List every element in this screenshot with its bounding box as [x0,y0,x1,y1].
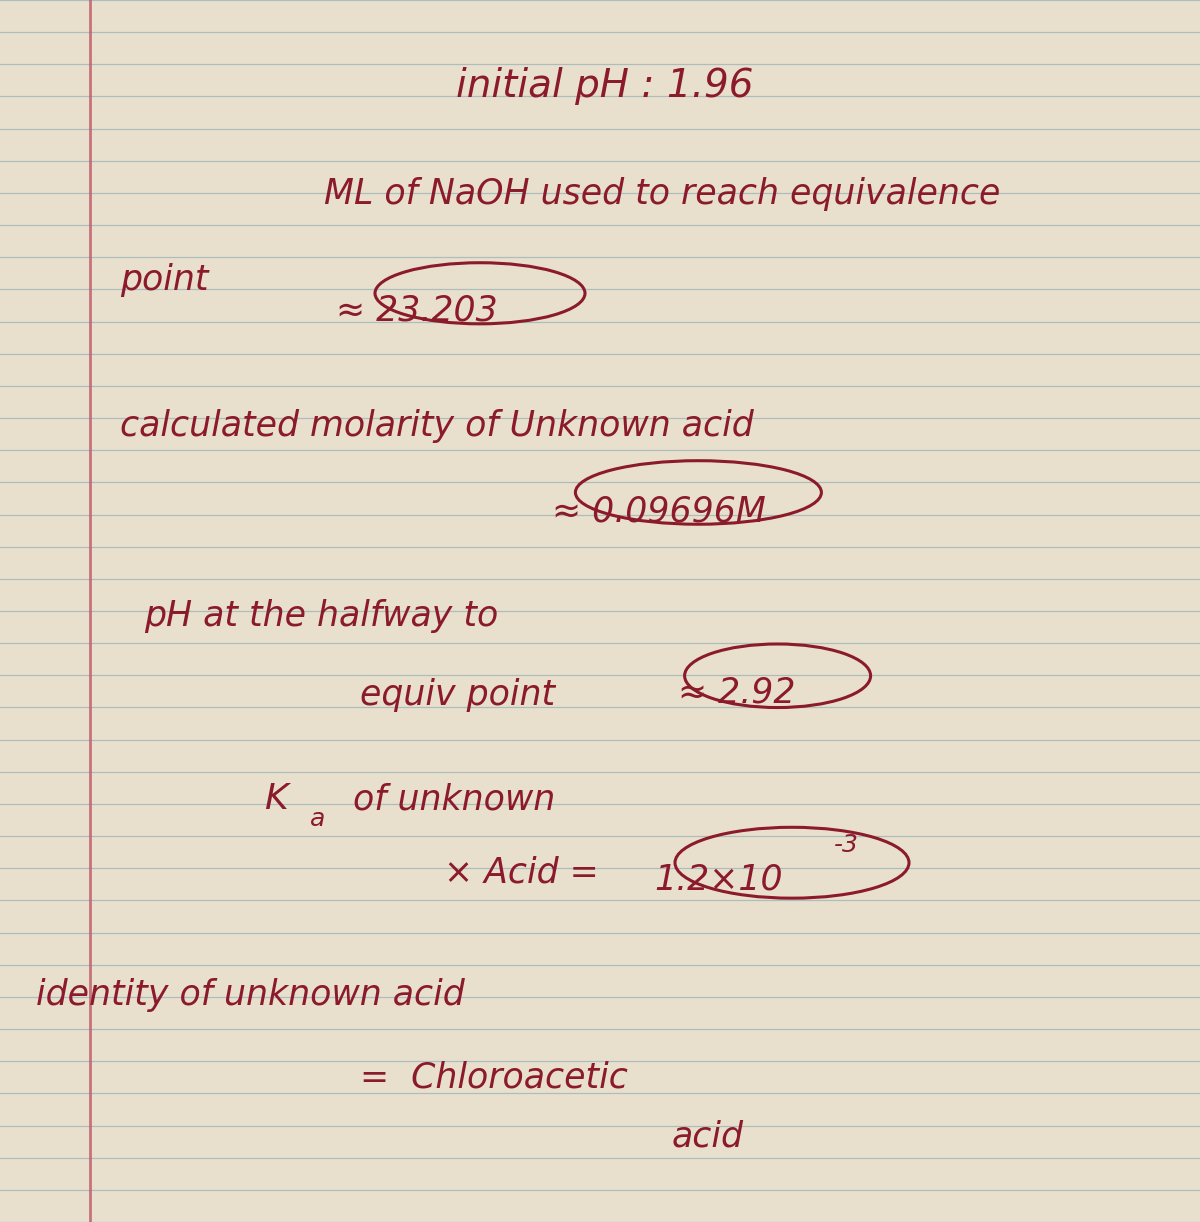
Text: acid: acid [672,1119,744,1154]
Text: K: K [264,782,288,816]
Text: equiv point: equiv point [360,678,556,712]
Text: ≈ 23.203: ≈ 23.203 [336,293,498,327]
Text: ML of NaOH used to reach equivalence: ML of NaOH used to reach equivalence [324,177,1001,211]
Text: a: a [310,807,325,831]
Text: initial pH : 1.96: initial pH : 1.96 [456,67,754,105]
Text: ≈ 0.09696M: ≈ 0.09696M [552,495,766,529]
Text: identity of unknown acid: identity of unknown acid [36,978,464,1012]
Text: of unknown: of unknown [342,782,556,816]
Text: =  Chloroacetic: = Chloroacetic [360,1061,628,1095]
Text: ≈ 2.92: ≈ 2.92 [678,676,796,710]
Text: calculated molarity of Unknown acid: calculated molarity of Unknown acid [120,409,754,444]
Text: ⨯ Acid =: ⨯ Acid = [444,855,599,890]
Text: -3: -3 [834,833,859,858]
Text: 1.2×10: 1.2×10 [654,863,782,897]
Text: point: point [120,263,209,297]
Text: pH at the halfway to: pH at the halfway to [144,599,498,633]
